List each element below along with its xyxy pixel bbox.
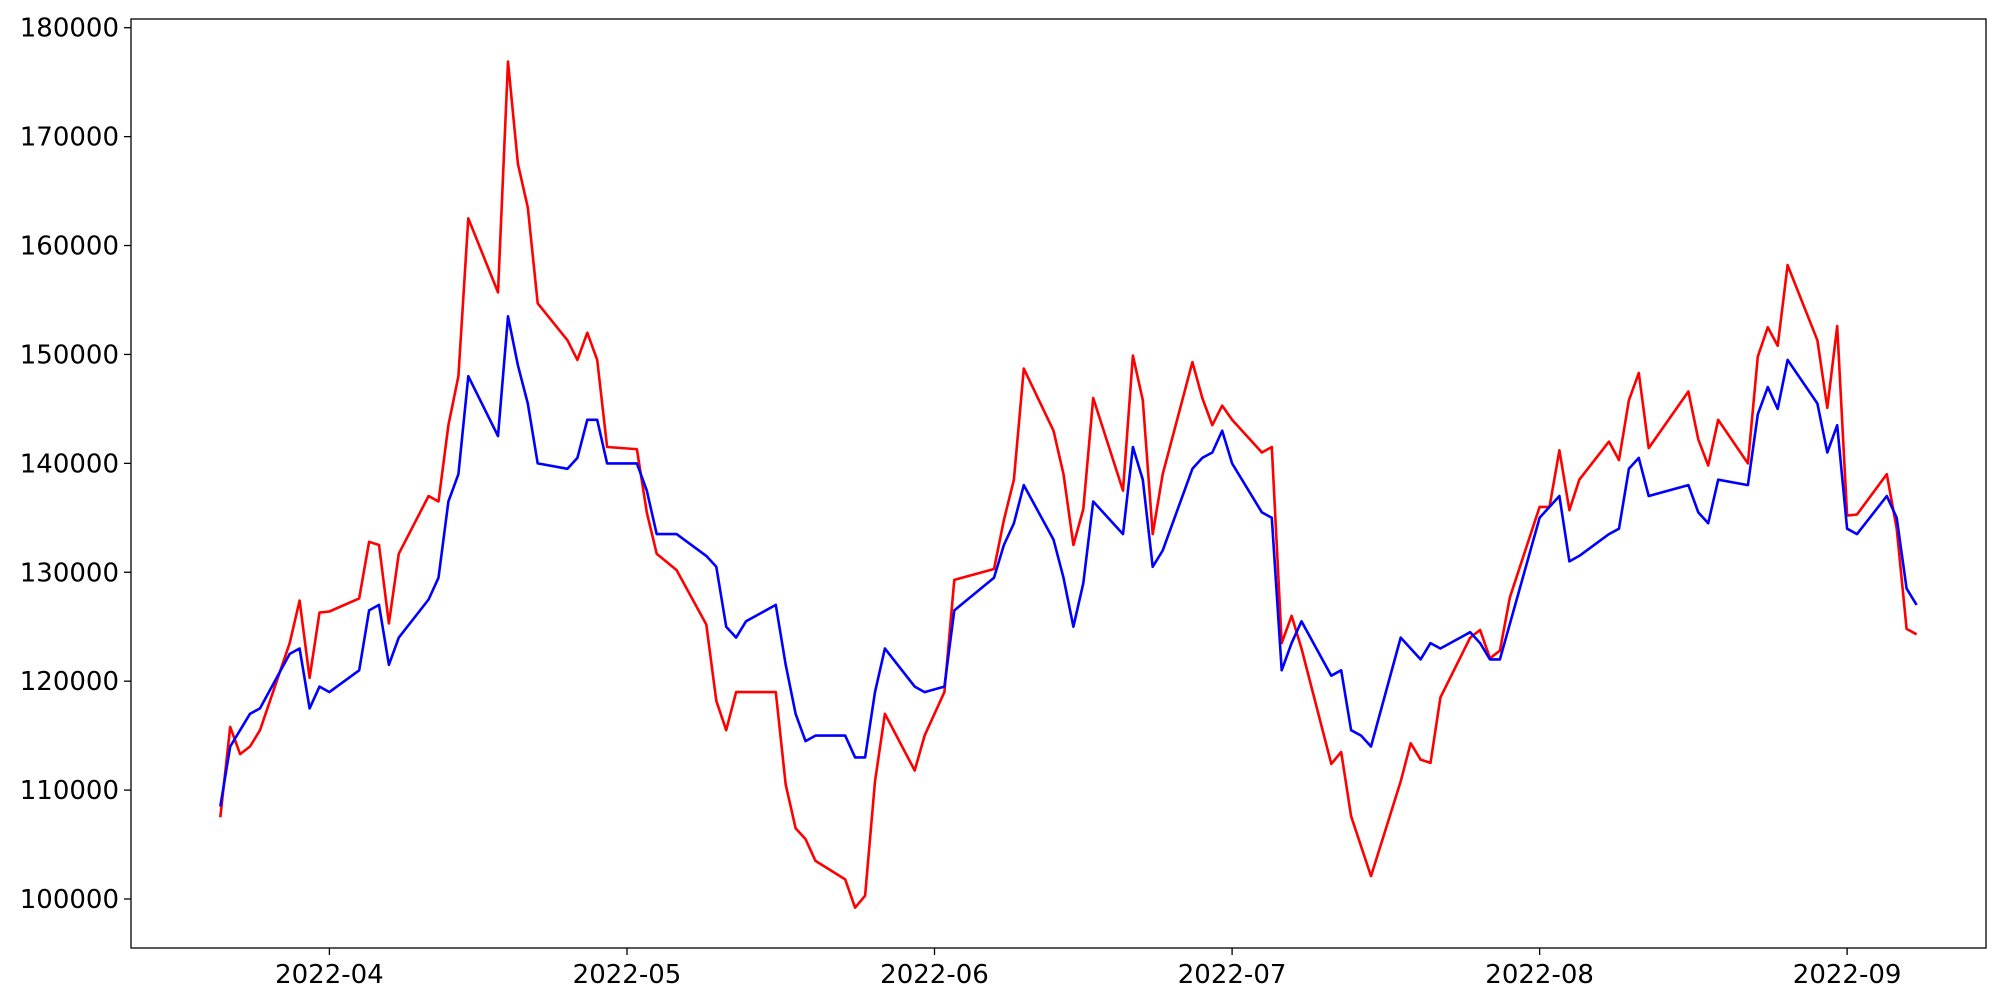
x-tick-label: 2022-04 bbox=[275, 960, 384, 990]
x-tick-label: 2022-08 bbox=[1485, 960, 1594, 990]
y-tick-label: 150000 bbox=[20, 340, 119, 370]
y-tick-label: 130000 bbox=[20, 558, 119, 588]
x-tick-label: 2022-05 bbox=[573, 960, 682, 990]
y-tick-label: 100000 bbox=[20, 885, 119, 915]
plot-frame bbox=[130, 18, 1987, 949]
y-tick-label: 160000 bbox=[20, 232, 119, 262]
x-tick-label: 2022-09 bbox=[1793, 960, 1902, 990]
y-tick-label: 180000 bbox=[20, 14, 119, 44]
series-layer bbox=[219, 60, 1918, 910]
y-axis: 100000 110000 120000 130000 140000 150000 1600… bbox=[20, 14, 131, 915]
y-tick-label: 110000 bbox=[20, 776, 119, 806]
y-tick-label: 120000 bbox=[20, 667, 119, 697]
x-tick-label: 2022-06 bbox=[880, 960, 989, 990]
x-tick-label: 2022-07 bbox=[1178, 960, 1287, 990]
series-line-2 bbox=[219, 314, 1918, 807]
y-tick-label: 170000 bbox=[20, 123, 119, 153]
x-axis: 2022-04 2022-05 2022-06 2022-07 2022-08 2022-… bbox=[275, 948, 1901, 990]
series-line-1 bbox=[219, 60, 1918, 910]
y-tick-label: 140000 bbox=[20, 449, 119, 479]
